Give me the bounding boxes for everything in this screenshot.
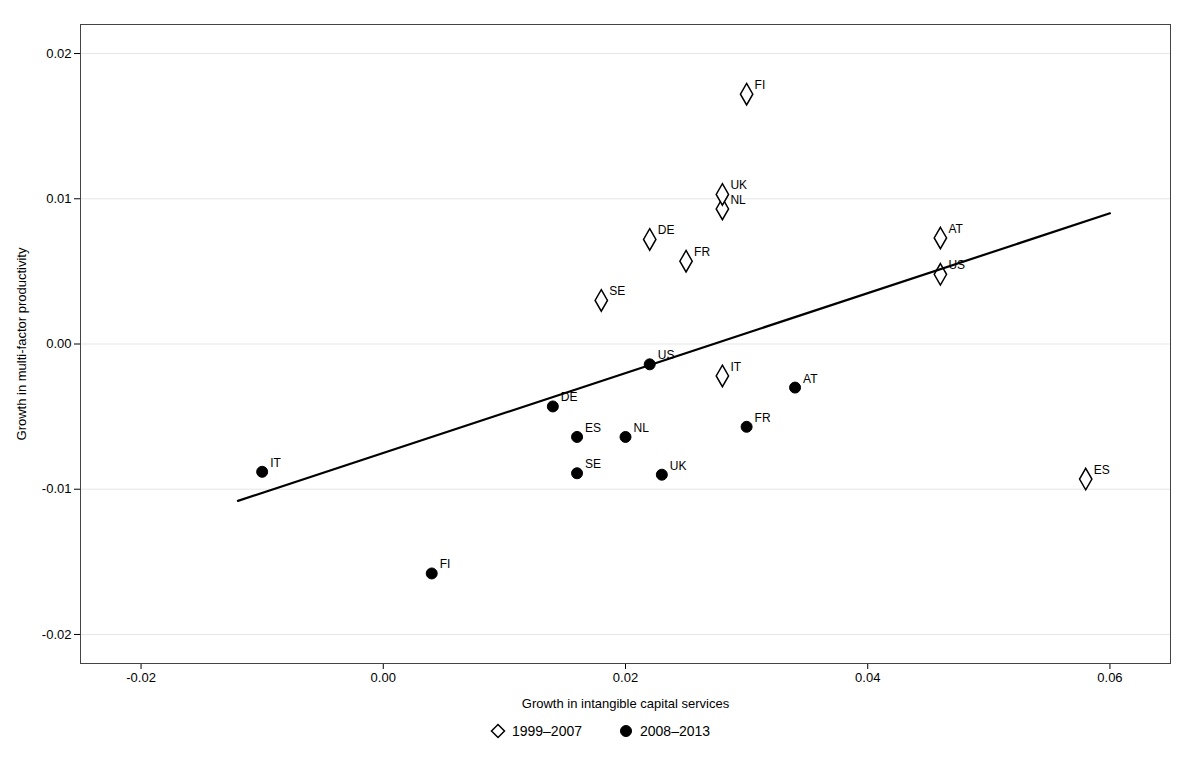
- svg-text:FR: FR: [694, 245, 710, 259]
- svg-text:IT: IT: [270, 456, 281, 470]
- svg-text:Growth in multi-factor product: Growth in multi-factor productivity: [14, 247, 29, 440]
- svg-text:ES: ES: [1094, 463, 1110, 477]
- svg-text:-0.01: -0.01: [42, 481, 72, 496]
- svg-text:UK: UK: [670, 459, 687, 473]
- svg-text:US: US: [948, 258, 966, 273]
- svg-text:DE: DE: [560, 390, 578, 405]
- svg-text:AT: AT: [803, 372, 818, 386]
- svg-text:Growth in intangible capital s: Growth in intangible capital services: [522, 696, 730, 711]
- svg-text:0.06: 0.06: [1097, 670, 1122, 685]
- svg-text:0.00: 0.00: [371, 670, 396, 685]
- svg-text:FR: FR: [755, 411, 771, 425]
- html-text:2008–2013: 2008–2013: [640, 723, 711, 739]
- svg-text:SE: SE: [585, 457, 601, 471]
- svg-text:0.00: 0.00: [46, 336, 71, 351]
- svg-text:NL: NL: [730, 193, 746, 207]
- svg-text:SE: SE: [609, 284, 625, 298]
- svg-text:-0.02: -0.02: [126, 670, 156, 685]
- svg-text:FI: FI: [755, 78, 766, 92]
- svg-text:UK: UK: [730, 178, 747, 192]
- svg-text:0.01: 0.01: [46, 191, 71, 206]
- svg-text:0.04: 0.04: [855, 670, 880, 685]
- svg-text:IT: IT: [730, 360, 741, 374]
- svg-text:AT: AT: [948, 222, 963, 236]
- svg-text:0.02: 0.02: [46, 46, 71, 61]
- svg-text:-0.02: -0.02: [42, 627, 72, 642]
- svg-text:ES: ES: [585, 421, 601, 435]
- html-text:1999–2007: 1999–2007: [511, 723, 582, 739]
- svg-text:US: US: [657, 348, 675, 363]
- svg-text:0.02: 0.02: [613, 670, 638, 685]
- svg-text:NL: NL: [634, 421, 650, 435]
- svg-text:DE: DE: [658, 223, 675, 237]
- svg-text:FI: FI: [440, 557, 451, 571]
